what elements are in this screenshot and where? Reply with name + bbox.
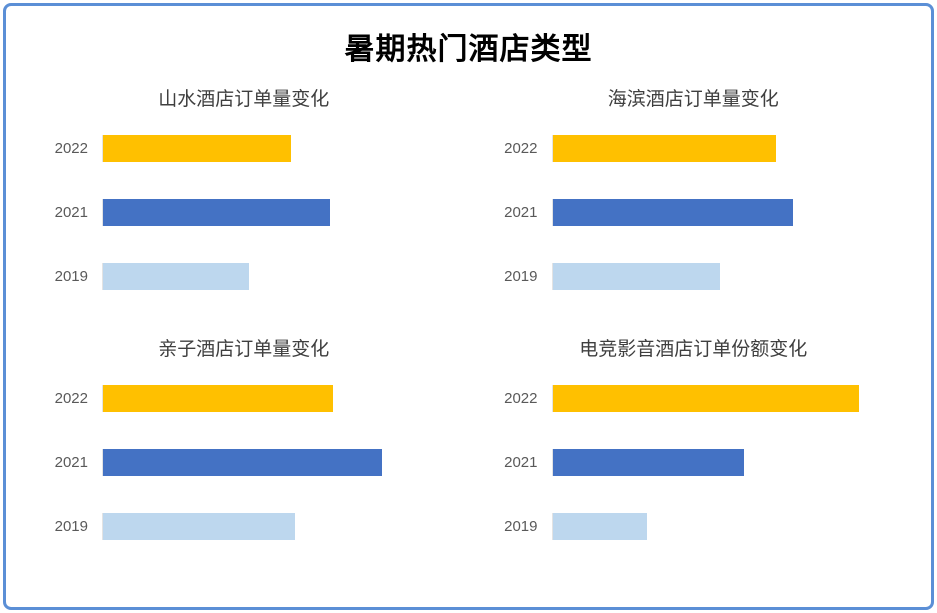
bar-2019 [103,262,250,290]
bar-2022 [552,134,776,162]
bar-track [102,198,452,226]
bar-plot: 2022 2021 2019 [486,366,902,558]
bar-track [551,512,902,540]
category-label-2021: 2021 [54,203,88,221]
category-label-2022: 2022 [54,139,88,157]
bar-plot: 2022 2021 2019 [36,366,452,558]
bar-row: 2021 [36,430,452,494]
bar-track [551,198,902,226]
subchart-haibin: 海滨酒店订单量变化 2022 2021 2019 [474,86,914,308]
subchart-shanshui: 山水酒店订单量变化 2022 2021 2019 [24,86,464,308]
chart-frame: 暑期热门酒店类型 山水酒店订单量变化 2022 2021 2019 海滨酒店订单量变… [3,3,934,610]
bar-plot: 2022 2021 2019 [486,116,902,308]
bar-2021 [103,448,382,476]
category-label-2019: 2019 [54,517,88,535]
bar-row: 2021 [486,430,902,494]
bar-row: 2019 [486,244,902,308]
bar-row: 2022 [486,116,902,180]
subchart-dianjing: 电竞影音酒店订单份额变化 2022 2021 2019 [474,336,914,558]
subchart-title: 海滨酒店订单量变化 [607,89,779,110]
bar-row: 2019 [486,494,902,558]
bar-track [102,384,452,412]
bar-2021 [552,448,745,476]
category-label-2022: 2022 [504,139,538,157]
bar-2022 [103,134,292,162]
bar-row: 2021 [486,180,902,244]
category-label-2021: 2021 [504,203,538,221]
bar-track [102,448,452,476]
bar-row: 2021 [36,180,452,244]
bar-row: 2019 [36,244,452,308]
bar-row: 2022 [36,116,452,180]
bar-row: 2022 [486,366,902,430]
chart-grid: 山水酒店订单量变化 2022 2021 2019 海滨酒店订单量变化 2022 202… [6,86,931,558]
subchart-title: 山水酒店订单量变化 [158,89,330,110]
category-label-2022: 2022 [504,389,538,407]
bar-row: 2019 [36,494,452,558]
bar-track [102,512,452,540]
bar-2022 [103,384,333,412]
bar-track [102,134,452,162]
subchart-title: 电竞影音酒店订单份额变化 [579,339,808,360]
bar-2022 [552,384,860,412]
category-label-2021: 2021 [54,453,88,471]
bar-track [551,262,902,290]
category-label-2019: 2019 [504,267,538,285]
bar-row: 2022 [36,366,452,430]
bar-2021 [103,198,330,226]
bar-2019 [103,512,295,540]
category-label-2019: 2019 [54,267,88,285]
bar-2021 [552,198,793,226]
subchart-title: 亲子酒店订单量变化 [158,339,330,360]
category-label-2021: 2021 [504,453,538,471]
bar-2019 [552,512,647,540]
page-title: 暑期热门酒店类型 [344,33,593,66]
bar-track [102,262,452,290]
category-label-2019: 2019 [504,517,538,535]
category-label-2022: 2022 [54,389,88,407]
subchart-qinzi: 亲子酒店订单量变化 2022 2021 2019 [24,336,464,558]
bar-2019 [552,262,720,290]
bar-track [551,448,902,476]
bar-track [551,134,902,162]
bar-track [551,384,902,412]
bar-plot: 2022 2021 2019 [36,116,452,308]
